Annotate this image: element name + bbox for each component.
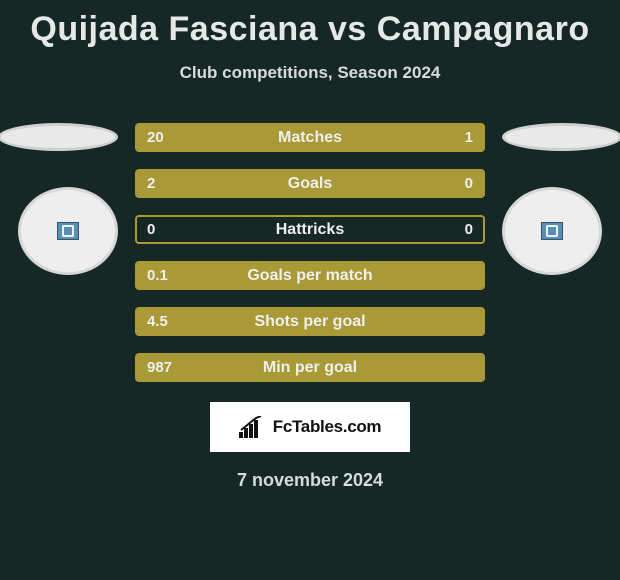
stat-label: Goals per match bbox=[137, 263, 483, 288]
stat-row: 987Min per goal bbox=[135, 353, 485, 382]
crest-badge-icon bbox=[541, 222, 563, 240]
page-title: Quijada Fasciana vs Campagnaro bbox=[0, 0, 620, 49]
stat-row: 0.1Goals per match bbox=[135, 261, 485, 290]
stat-label: Matches bbox=[137, 125, 483, 150]
subtitle: Club competitions, Season 2024 bbox=[0, 63, 620, 83]
player-left-ellipse bbox=[0, 123, 118, 151]
player-right-crest bbox=[502, 187, 602, 275]
stat-label: Hattricks bbox=[137, 217, 483, 242]
stat-row: 00Hattricks bbox=[135, 215, 485, 244]
date-text: 7 november 2024 bbox=[0, 470, 620, 491]
brand-icon bbox=[239, 416, 267, 438]
stat-label: Min per goal bbox=[137, 355, 483, 380]
comparison-panel: 201Matches 20Goals 00Hattricks 0.1Goals per… bbox=[0, 123, 620, 382]
stat-bars: 201Matches 20Goals 00Hattricks 0.1Goals per… bbox=[135, 123, 485, 382]
stat-row: 201Matches bbox=[135, 123, 485, 152]
player-right-ellipse bbox=[502, 123, 620, 151]
brand-box: FcTables.com bbox=[210, 402, 410, 452]
player-left-crest bbox=[18, 187, 118, 275]
stat-label: Goals bbox=[137, 171, 483, 196]
crest-badge-icon bbox=[57, 222, 79, 240]
stat-row: 20Goals bbox=[135, 169, 485, 198]
stat-label: Shots per goal bbox=[137, 309, 483, 334]
stat-row: 4.5Shots per goal bbox=[135, 307, 485, 336]
brand-text: FcTables.com bbox=[273, 417, 382, 437]
